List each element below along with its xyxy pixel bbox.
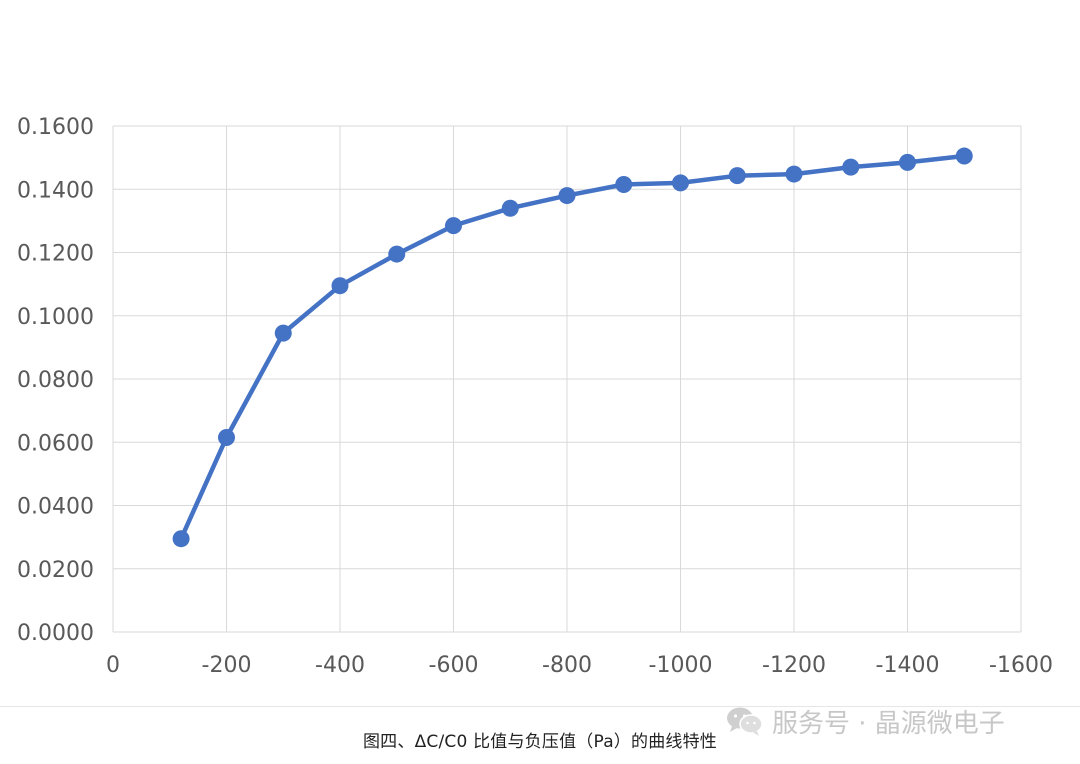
figure-caption: 图四、ΔC/C0 比值与负压值（Pa）的曲线特性	[362, 732, 718, 752]
x-tick-label: -1000	[649, 653, 713, 678]
y-axis-tick-labels: 0.0000 0.0200 0.0400 0.0600 0.0800 0.1000 0.12…	[17, 115, 94, 646]
data-point	[331, 277, 349, 295]
x-tick-label: -1400	[876, 653, 940, 678]
series-line	[178, 153, 967, 541]
caption-divider	[0, 706, 1080, 707]
data-point	[445, 217, 462, 235]
data-point	[172, 530, 190, 548]
y-tick-label: 0.0200	[17, 558, 94, 583]
x-axis-tick-labels: 0 -200 -400 -600 -800 -1000 -1200 -1400 -1600	[106, 653, 1053, 678]
x-tick-label: 0	[106, 653, 120, 678]
watermark-text: 服务号 · 晶源微电子	[772, 708, 1005, 739]
data-point	[955, 147, 973, 165]
data-point	[501, 199, 519, 217]
y-tick-label: 0.0400	[17, 495, 94, 520]
wechat-icon	[727, 707, 763, 736]
y-tick-label: 0.1000	[17, 305, 94, 330]
y-tick-label: 0.0600	[17, 431, 94, 456]
y-tick-label: 0.1400	[17, 178, 94, 203]
y-tick-label: 0.1200	[17, 242, 94, 267]
data-point	[615, 176, 633, 194]
data-point	[388, 245, 406, 263]
y-tick-label: 0.1600	[17, 115, 94, 140]
data-point	[842, 158, 860, 176]
data-point	[899, 153, 916, 171]
watermark: 服务号 · 晶源微电子	[726, 702, 1005, 740]
y-tick-label: 0.0000	[17, 621, 94, 646]
data-point	[728, 167, 746, 185]
series-point-group	[172, 147, 973, 548]
data-point	[558, 187, 576, 205]
x-tick-label: -800	[542, 653, 592, 678]
x-tick-label: -1200	[762, 653, 826, 678]
x-tick-label: -200	[202, 653, 252, 678]
line-chart: 0.0000 0.0200 0.0400 0.0600 0.0800 0.1000 0.12…	[17, 115, 1053, 678]
x-tick-label: -1600	[989, 653, 1053, 678]
data-point	[274, 324, 292, 342]
data-point	[218, 429, 235, 447]
data-point	[672, 174, 689, 192]
y-tick-label: 0.0800	[17, 368, 94, 393]
vertical-gridlines	[112, 126, 1022, 632]
series-line-group	[178, 153, 967, 541]
x-tick-label: -600	[429, 653, 479, 678]
data-point	[785, 165, 803, 183]
x-tick-label: -400	[315, 653, 365, 678]
